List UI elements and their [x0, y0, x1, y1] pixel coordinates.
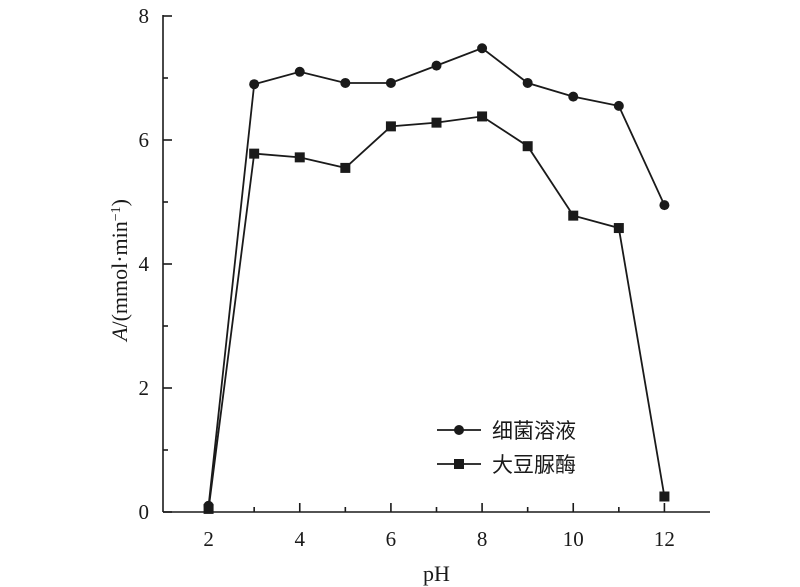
data-point-1-10 — [568, 210, 579, 221]
y-axis-title: A/(mmol·min−1) — [107, 199, 132, 343]
legend-item-soybean-urease: 大豆脲酶 — [437, 453, 576, 477]
y-tick-label-0: 0 — [139, 500, 150, 524]
series-layer — [203, 43, 670, 514]
data-point-0-9 — [522, 77, 533, 88]
series-line-0 — [207, 47, 666, 506]
y-axis-title-superscript: −1 — [109, 206, 124, 221]
data-point-1-12 — [659, 491, 670, 502]
y-tick-label-2: 2 — [139, 376, 150, 400]
y-tick-label-4: 4 — [139, 252, 150, 276]
data-point-1-6 — [385, 121, 396, 132]
axes — [162, 15, 710, 513]
data-point-1-7 — [431, 117, 442, 128]
x-ticks: 2 4 6 8 10 12 — [203, 503, 675, 551]
y-tick-label-8: 8 — [139, 4, 150, 28]
y-axis-title-symbol: A — [107, 327, 132, 343]
x-tick-label-12: 12 — [654, 527, 675, 551]
data-point-0-8 — [477, 43, 488, 54]
data-point-0-7 — [431, 60, 442, 71]
data-point-1-2 — [203, 503, 214, 514]
legend-circle-marker-icon — [454, 425, 464, 435]
legend-item-bacteria: 细菌溶液 — [437, 419, 576, 443]
data-point-0-10 — [568, 91, 579, 102]
legend: 细菌溶液 大豆脲酶 — [437, 419, 576, 477]
data-point-0-4 — [294, 66, 305, 77]
data-point-1-4 — [294, 152, 305, 163]
data-point-1-3 — [249, 148, 260, 159]
x-tick-label-2: 2 — [203, 527, 214, 551]
data-point-1-11 — [613, 223, 624, 234]
data-point-1-5 — [340, 162, 351, 173]
data-point-0-11 — [613, 100, 624, 111]
legend-label-soybean-urease: 大豆脲酶 — [492, 453, 576, 477]
y-axis-title-close: ) — [107, 199, 132, 206]
x-axis-title: pH — [423, 561, 450, 586]
data-point-1-9 — [522, 141, 533, 152]
x-tick-label-10: 10 — [563, 527, 584, 551]
y-ticks: 0 2 4 6 8 — [139, 4, 172, 524]
y-tick-label-6: 6 — [139, 128, 150, 152]
legend-square-marker-icon — [454, 459, 464, 469]
x-tick-label-6: 6 — [386, 527, 397, 551]
series-line-1 — [207, 115, 666, 510]
y-axis-title-unit: /(mmol·min — [107, 221, 132, 327]
x-tick-label-8: 8 — [477, 527, 488, 551]
data-point-0-5 — [340, 77, 351, 88]
x-tick-label-4: 4 — [295, 527, 306, 551]
data-point-0-6 — [385, 77, 396, 88]
data-point-0-3 — [249, 79, 260, 90]
data-point-1-8 — [477, 111, 488, 122]
legend-label-bacteria: 细菌溶液 — [492, 419, 576, 443]
data-point-0-12 — [659, 200, 670, 211]
